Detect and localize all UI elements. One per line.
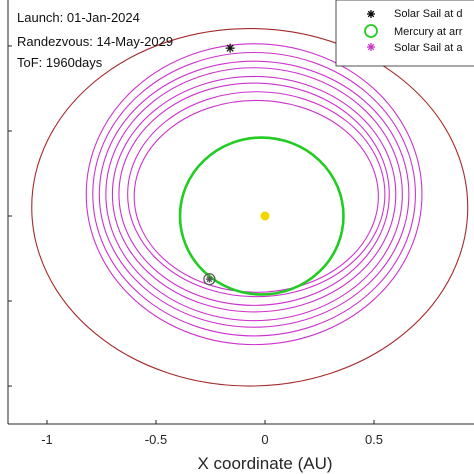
info-annotations: Launch: 01-Jan-2024 Randezvous: 14-May-2…: [17, 10, 173, 70]
legend-label-arrival-sail: Solar Sail at a: [394, 42, 463, 54]
departure-point: [225, 43, 235, 53]
x-tick-label: 0: [261, 432, 268, 447]
launch-annotation: Launch: 01-Jan-2024: [17, 10, 140, 25]
legend-label-departure: Solar Sail at d: [394, 8, 462, 20]
spiral-loop-7: [133, 99, 379, 293]
y-ticks: [8, 45, 12, 387]
legend-label-mercury: Mercury at arr: [394, 26, 463, 38]
arrival-sail-point: [205, 275, 213, 283]
spiral-loop-0: [85, 43, 423, 346]
legend-asterisk-icon: [367, 10, 375, 18]
tof-annotation: ToF: 1960days: [17, 55, 103, 70]
legend-item-arrival-sail: Solar Sail at a: [367, 42, 463, 54]
legend-item-departure: Solar Sail at d: [367, 8, 462, 20]
spiral-loop-5: [118, 82, 390, 306]
spiral-loop-1: [92, 51, 416, 337]
legend-box: [335, 0, 474, 67]
plot-background: [8, 0, 474, 424]
x-axis-label: X coordinate (AU): [197, 454, 332, 473]
spiral-loop-3: [105, 67, 403, 322]
legend-asterisk-icon: [367, 43, 375, 51]
sun-point: [260, 211, 270, 221]
legend: Solar Sail at d Mercury at arr Solar Sai…: [335, 0, 474, 67]
x-tick-label: 0.5: [365, 432, 383, 447]
rendezvous-annotation: Randezvous: 14-May-2029: [17, 34, 173, 49]
spiral-loop-6: [127, 91, 386, 298]
mercury-arrival-point: [203, 273, 216, 286]
x-tick-label: -0.5: [145, 432, 167, 447]
spiral-loop-2: [98, 60, 410, 328]
x-ticks: -1 -0.5 0 0.5: [41, 420, 383, 447]
mercury-orbit-line: [178, 136, 345, 296]
spiral-loop-4: [111, 75, 397, 313]
plot-content: [31, 27, 469, 387]
x-tick-label: -1: [41, 432, 53, 447]
legend-item-mercury: Mercury at arr: [364, 24, 463, 38]
legend-circle-icon: [364, 24, 378, 38]
outer-orbit-line: [31, 27, 469, 387]
